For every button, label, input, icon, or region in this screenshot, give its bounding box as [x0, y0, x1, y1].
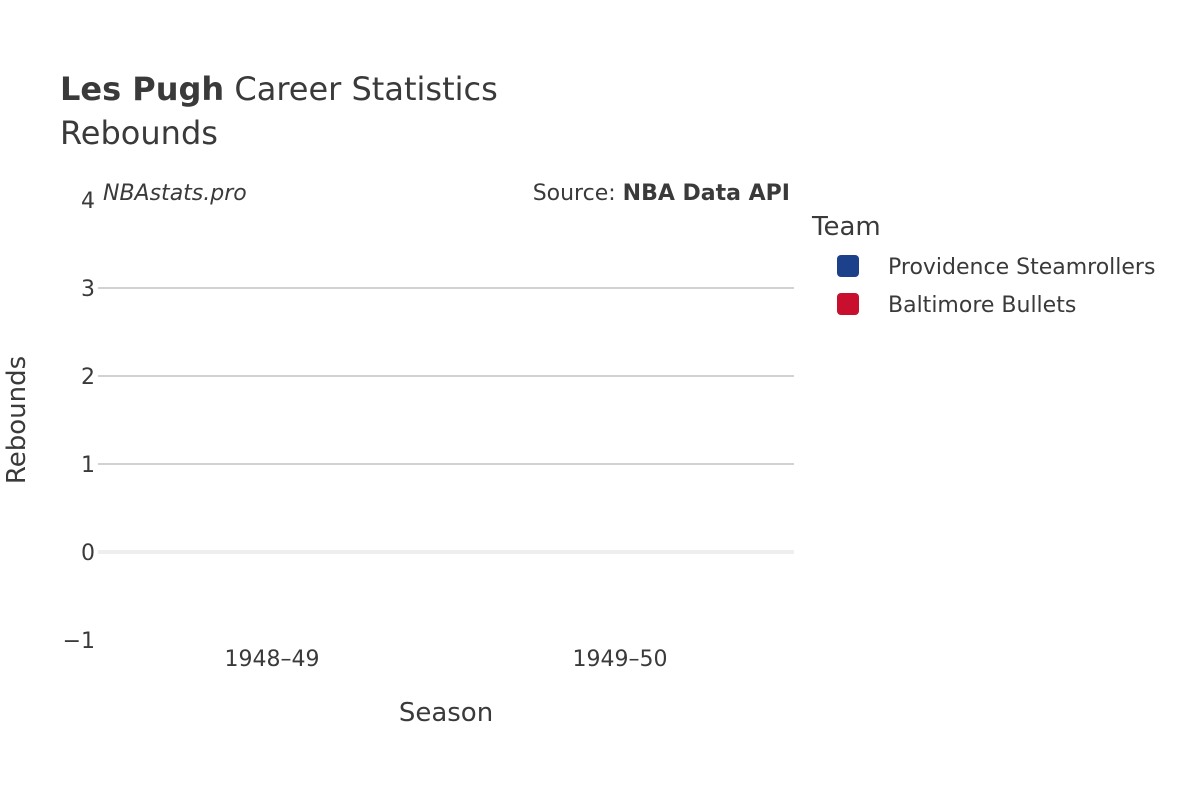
legend-label: Providence Steamrollers [888, 255, 1155, 280]
source-prefix: Source: [533, 181, 623, 206]
legend-label: Baltimore Bullets [888, 293, 1076, 318]
y-tick-label: 0 [81, 541, 95, 566]
x-axis-title: Season [399, 698, 493, 728]
x-tick-label: 1948–49 [225, 647, 320, 672]
y-tick-label: 1 [81, 453, 95, 478]
title-rest: Career Statistics [224, 70, 498, 108]
y-axis-title: Rebounds [2, 356, 32, 484]
chart-subtitle: Rebounds [60, 114, 218, 152]
chart-title: Les Pugh Career Statistics [60, 70, 498, 108]
grid-lines [98, 287, 794, 554]
y-tick-label: 2 [81, 365, 95, 390]
title-player-name: Les Pugh [60, 70, 224, 108]
x-tick-labels: 1948–49 1949–50 [225, 647, 668, 672]
source-credit: Source: NBA Data API [533, 181, 790, 206]
source-name: NBA Data API [623, 181, 790, 206]
y-tick-label: 4 [81, 189, 95, 214]
credit-left: NBAstats.pro [103, 181, 247, 206]
legend-swatch [837, 293, 859, 315]
legend: Providence Steamrollers Baltimore Bullets [837, 255, 1155, 318]
y-tick-label: −1 [63, 629, 95, 654]
legend-title: Team [811, 212, 881, 242]
y-tick-label: 3 [81, 277, 95, 302]
y-tick-labels: −1 0 1 2 3 4 [63, 189, 95, 654]
x-tick-label: 1949–50 [573, 647, 668, 672]
legend-swatch [837, 255, 859, 277]
